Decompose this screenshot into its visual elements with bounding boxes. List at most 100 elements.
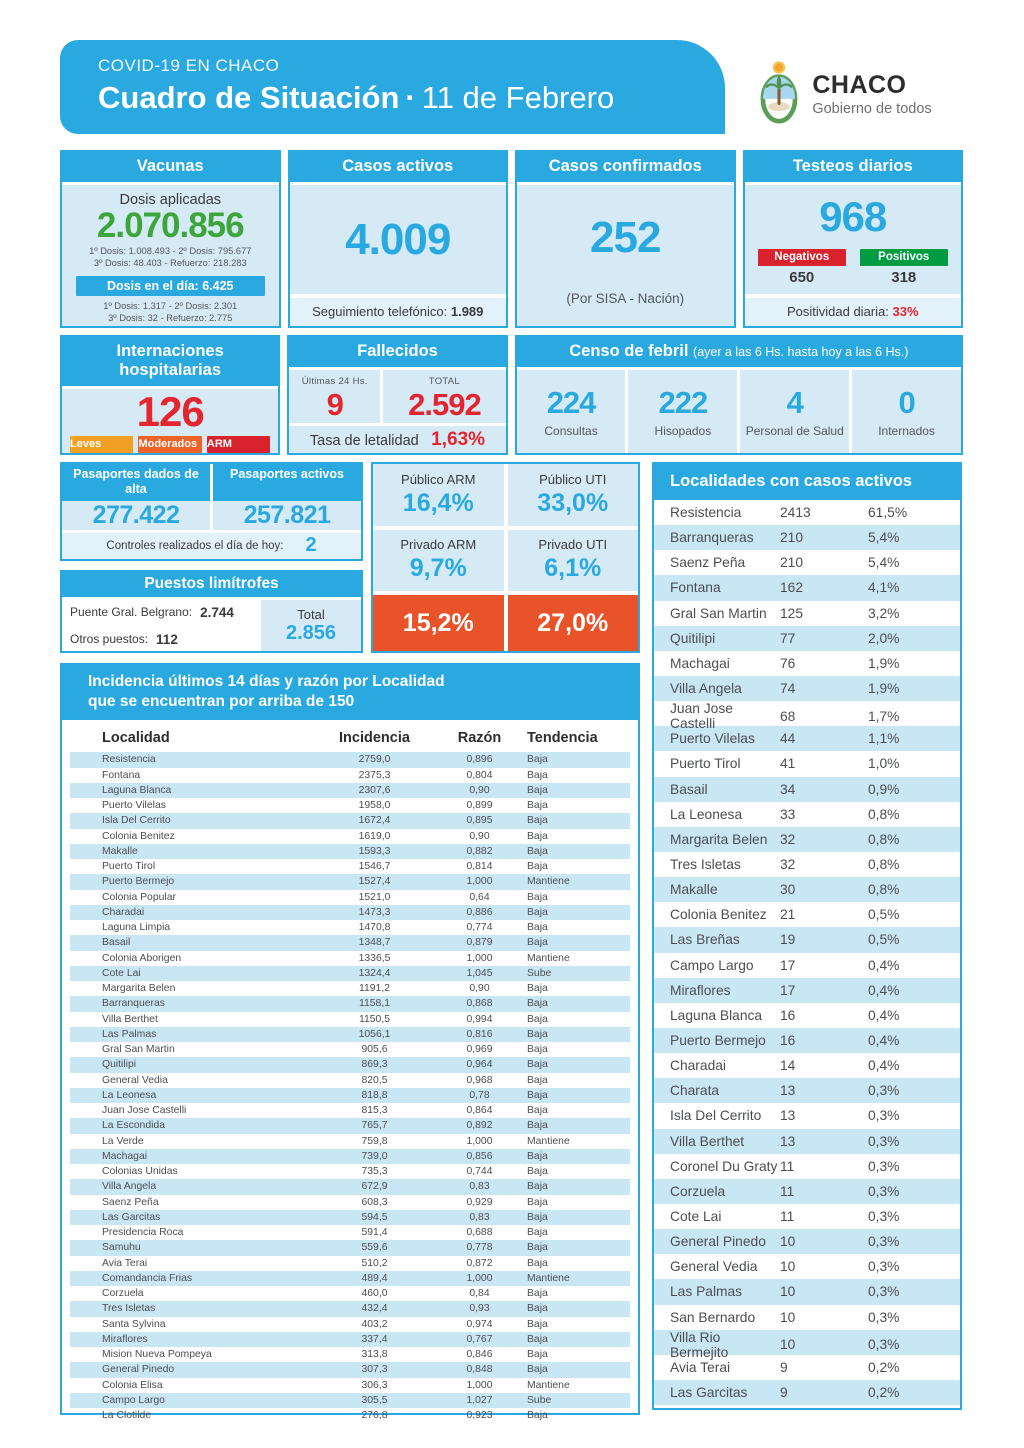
incidencia-razon: 0,804 xyxy=(466,769,493,781)
table-row: Tres Isletas 432,4 0,93 Baja xyxy=(70,1301,630,1317)
incidencia-col-incidencia: Incidencia xyxy=(339,730,410,747)
pasaportes-alta-value: 277.422 xyxy=(62,501,210,530)
censo-cell: 222 Hisopados xyxy=(628,370,738,453)
ocupacion-cell: Privado UTI 6,1% xyxy=(507,529,638,591)
letalidad-label: Tasa de letalidad xyxy=(309,433,419,449)
panel-incidencia: Incidencia últimos 14 días y razón por L… xyxy=(60,663,640,1421)
puesto-row: Otros puestos: 112 xyxy=(62,627,258,651)
list-item: Makalle 30 0,8% xyxy=(654,877,960,903)
incidencia-razon: 0,83 xyxy=(469,1211,490,1223)
incidencia-tendencia: Mantiene xyxy=(527,952,570,964)
incidencia-localidad: Santa Sylvina xyxy=(102,1318,166,1330)
incidencia-valor: 307,3 xyxy=(361,1364,388,1376)
incidencia-valor: 313,8 xyxy=(361,1349,388,1361)
localidades-table: Resistencia 2413 61,5% Barranqueras 210 … xyxy=(654,500,960,1408)
incidencia-tendencia: Baja xyxy=(527,1318,548,1330)
incidencia-localidad: Cote Lai xyxy=(102,967,141,979)
pasaportes-headers: Pasaportes dados de alta Pasaportes acti… xyxy=(62,464,361,501)
incidencia-razon: 0,968 xyxy=(466,1074,493,1086)
incidencia-localidad: Resistencia xyxy=(102,754,156,766)
incidencia-tendencia: Mantiene xyxy=(527,876,570,888)
incidencia-localidad: Fontana xyxy=(102,769,141,781)
incidencia-tendencia: Mantiene xyxy=(527,1379,570,1391)
incidencia-tendencia: Baja xyxy=(527,754,548,766)
incidencia-localidad: Margarita Belen xyxy=(102,983,176,995)
panel-pasaportes: Pasaportes dados de alta Pasaportes acti… xyxy=(60,462,363,561)
incidencia-localidad: Basail xyxy=(102,937,131,949)
localidad-nombre: Villa Rio Bermejito xyxy=(670,1329,729,1360)
list-item: General Vedia 10 0,3% xyxy=(654,1254,960,1279)
panel-testeos: Testeos diarios 968 Negativos 650 Positi… xyxy=(742,150,963,328)
panel-vacunas-body: Dosis aplicadas 2.070.856 1º Dosis: 1.00… xyxy=(62,185,279,326)
incidencia-razon: 0,868 xyxy=(466,998,493,1010)
incidencia-valor: 305,5 xyxy=(361,1394,388,1406)
incidencia-razon: 0,816 xyxy=(466,1028,493,1040)
incidencia-localidad: Gral San Martin xyxy=(102,1044,175,1056)
localidad-porcentaje: 0,3% xyxy=(868,1158,900,1174)
incidencia-tendencia: Baja xyxy=(527,861,548,873)
incidencia-tendencia: Baja xyxy=(527,1410,548,1422)
incidencia-tendencia: Baja xyxy=(527,1242,548,1254)
incidencia-valor: 905,6 xyxy=(361,1044,388,1056)
list-item: Saenz Peña 210 5,4% xyxy=(654,550,960,575)
header: COVID-19 EN CHACO Cuadro de Situación · 11… xyxy=(60,40,963,134)
letalidad-value: 1,63% xyxy=(431,429,486,450)
incidencia-localidad: Villa Angela xyxy=(102,1181,157,1193)
incidencia-tendencia: Baja xyxy=(527,1364,548,1376)
incidencia-tendencia: Baja xyxy=(527,784,548,796)
chaco-crest-icon xyxy=(756,59,802,130)
incidencia-localidad: Juan Jose Castelli xyxy=(102,1105,187,1117)
incidencia-tendencia: Baja xyxy=(527,1105,548,1117)
ocupacion-cell: Privado ARM 9,7% xyxy=(373,529,504,591)
incidencia-localidad: Isla Del Cerrito xyxy=(102,815,171,827)
list-item: Puerto Tirol 41 1,0% xyxy=(654,751,960,776)
title-separator: · xyxy=(405,80,416,115)
localidad-porcentaje: 0,5% xyxy=(868,932,900,948)
localidad-nombre: Tres Isletas xyxy=(670,857,741,873)
incidencia-localidad: Colonia Popular xyxy=(102,891,176,903)
logo-subtitle: Gobierno de todos xyxy=(812,101,932,117)
incidencia-localidad: Las Palmas xyxy=(102,1028,157,1040)
casos-confirmados-value: 252 xyxy=(590,213,661,262)
panel-localidades: Localidades con casos activos Resistenci… xyxy=(652,462,962,1410)
incidencia-razon: 0,93 xyxy=(469,1303,490,1315)
incidencia-valor: 739,0 xyxy=(361,1150,388,1162)
incidencia-razon: 0,83 xyxy=(469,1181,490,1193)
localidad-casos: 19 xyxy=(780,932,796,948)
incidencia-localidad: Puerto Vilelas xyxy=(102,800,166,812)
localidad-nombre: Miraflores xyxy=(670,982,731,998)
list-item: Campo Largo 17 0,4% xyxy=(654,953,960,978)
incidencia-razon: 1,045 xyxy=(466,967,493,979)
localidad-casos: 76 xyxy=(780,655,796,671)
controles-strip: Controles realizados el día de hoy: 2 xyxy=(62,530,361,559)
incidencia-valor: 735,3 xyxy=(361,1166,388,1178)
incidencia-razon: 0,994 xyxy=(466,1013,493,1025)
ocupacion-cell-label: Privado UTI xyxy=(538,537,608,553)
incidencia-razon: 0,895 xyxy=(466,815,493,827)
list-item: Coronel Du Graty 11 0,3% xyxy=(654,1154,960,1179)
incidencia-razon: 0,778 xyxy=(466,1242,493,1254)
incidencia-tendencia: Baja xyxy=(527,800,548,812)
incidencia-tendencia: Baja xyxy=(527,1059,548,1071)
incidencia-localidad: Laguna Limpia xyxy=(102,922,171,934)
ocupacion-total-value: 15,2% xyxy=(373,595,504,651)
incidencia-table: Resistencia 2759,0 0,896 Baja Fontana 23… xyxy=(62,752,638,1429)
incidencia-localidad: Samuhu xyxy=(102,1242,141,1254)
incidencia-tendencia: Baja xyxy=(527,769,548,781)
incidencia-tendencia: Mantiene xyxy=(527,1272,570,1284)
ocupacion-cell-value: 33,0% xyxy=(537,488,609,517)
localidad-casos: 125 xyxy=(780,605,804,621)
ocupacion-cell-value: 16,4% xyxy=(402,488,474,517)
table-row: Campo Largo 305,5 1,027 Sube xyxy=(70,1392,630,1409)
table-row: Las Palmas 1056,1 0,816 Baja xyxy=(70,1026,630,1043)
ocupacion-cell-value: 6,1% xyxy=(544,554,602,583)
title-date: 11 de Febrero xyxy=(421,80,615,115)
incidencia-tendencia: Baja xyxy=(527,1166,548,1178)
censo-subtitle: (ayer a las 6 Hs. hasta hoy a las 6 Hs.) xyxy=(693,345,909,359)
localidad-porcentaje: 0,3% xyxy=(868,1108,900,1124)
localidad-nombre: Cote Lai xyxy=(670,1209,722,1224)
list-item: Quitilipi 77 2,0% xyxy=(654,625,960,651)
localidad-nombre: Charata xyxy=(670,1083,720,1099)
incidencia-razon: 0,846 xyxy=(466,1349,493,1361)
localidad-casos: 13 xyxy=(780,1083,796,1099)
